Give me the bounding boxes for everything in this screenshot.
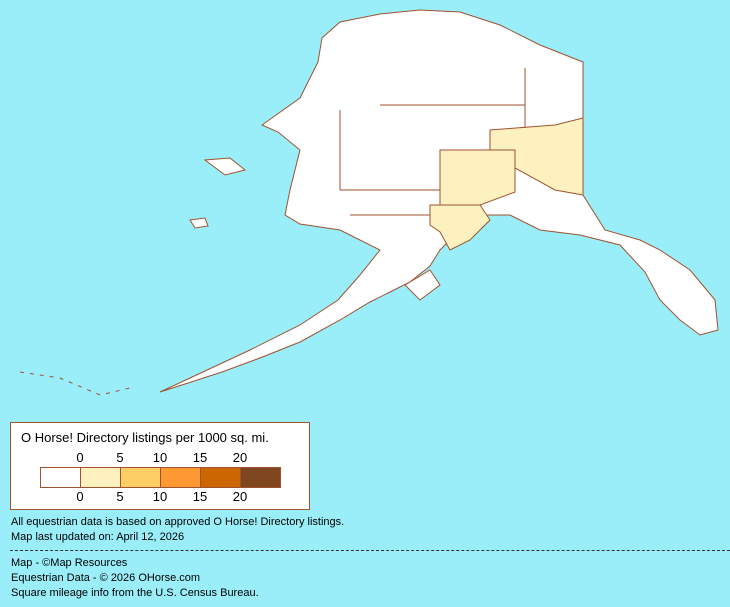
legend-bottom-tick: 5 bbox=[116, 489, 124, 504]
alaska-map bbox=[19, 9, 719, 396]
map-credit: Map - ©Map Resources bbox=[11, 557, 128, 569]
legend-swatch bbox=[81, 468, 121, 487]
data-basis-note: All equestrian data is based on approved… bbox=[11, 516, 345, 528]
legend-top-tick: 0 bbox=[76, 450, 84, 465]
legend-bottom-tick: 15 bbox=[192, 489, 208, 504]
legend-swatch bbox=[121, 468, 161, 487]
legend-bottom-tick: 10 bbox=[152, 489, 168, 504]
data-credit: Equestrian Data - © 2026 OHorse.com bbox=[11, 572, 201, 584]
census-note: Square mileage info from the U.S. Census… bbox=[11, 587, 259, 599]
legend-bottom-tick: 0 bbox=[76, 489, 84, 504]
legend: O Horse! Directory listings per 1000 sq.… bbox=[10, 422, 310, 510]
legend-swatch bbox=[201, 468, 241, 487]
island-nunivak[interactable] bbox=[189, 217, 209, 229]
legend-swatch bbox=[241, 468, 280, 487]
legend-swatch bbox=[161, 468, 201, 487]
legend-bottom-tick: 20 bbox=[232, 489, 248, 504]
legend-color-bar bbox=[40, 467, 281, 488]
island-kodiak[interactable] bbox=[404, 269, 441, 301]
borough-matsu[interactable] bbox=[429, 204, 491, 251]
borough-fairbanks[interactable] bbox=[439, 149, 516, 206]
legend-title: O Horse! Directory listings per 1000 sq.… bbox=[21, 430, 269, 445]
legend-top-tick: 10 bbox=[152, 450, 168, 465]
legend-top-tick: 20 bbox=[232, 450, 248, 465]
updated-note: Map last updated on: April 12, 2026 bbox=[11, 531, 185, 543]
legend-top-tick: 5 bbox=[116, 450, 124, 465]
aleutian-islands bbox=[19, 371, 131, 396]
legend-top-tick: 15 bbox=[192, 450, 208, 465]
island-st-lawrence[interactable] bbox=[203, 157, 247, 176]
divider bbox=[10, 550, 730, 551]
legend-swatch bbox=[41, 468, 81, 487]
alaska-mainland[interactable] bbox=[159, 9, 719, 393]
